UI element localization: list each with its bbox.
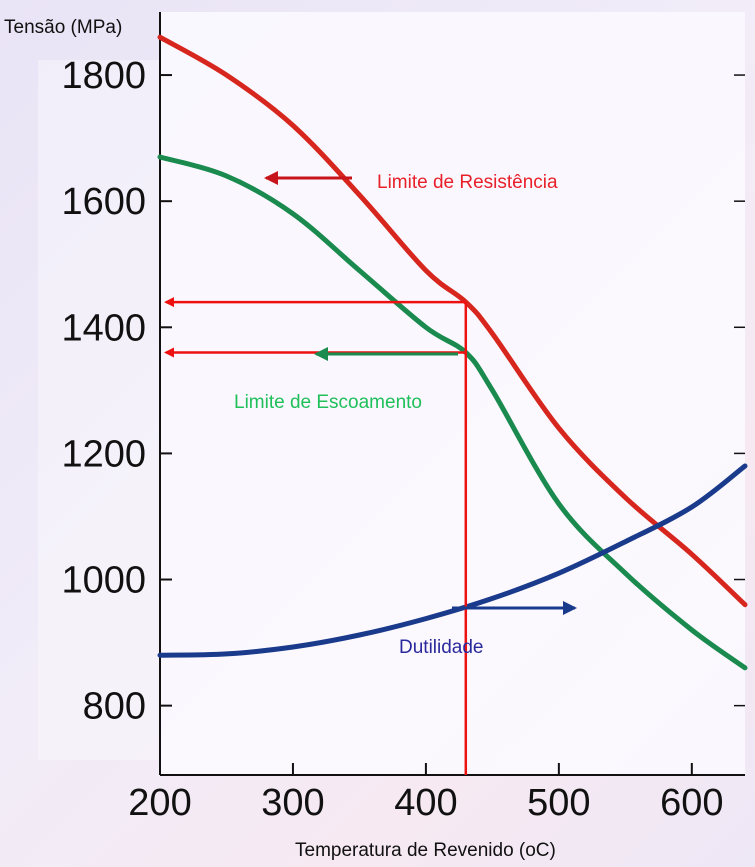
x-tick-label: 500: [527, 782, 590, 824]
annotation-dutilidade: Dutilidade: [399, 637, 484, 658]
plot-area: [160, 12, 745, 775]
x-tick-label: 200: [128, 782, 191, 824]
y-tick-label: 1600: [61, 181, 146, 223]
series-line-limite-escoamento: [157, 154, 748, 671]
right-edge-ticks: [734, 74, 745, 707]
y-tick-label: 800: [83, 686, 146, 728]
x-tick-label: 600: [660, 782, 723, 824]
x-ticks: 200 300 400 500 600: [128, 763, 724, 824]
y-tick-label: 1800: [61, 55, 146, 97]
annotation-limite-escoamento: Limite de Escoamento: [234, 392, 422, 413]
y-tick-label: 1000: [61, 560, 146, 602]
y-axis-title: Tensão (MPa): [4, 17, 122, 38]
label-panel-left: [38, 60, 160, 760]
y-tick-label: 1400: [61, 307, 146, 349]
x-tick-label: 300: [261, 782, 324, 824]
x-tick-label: 400: [394, 782, 457, 824]
y-ticks: 800 1000 1200 1400 1600 1800: [61, 55, 172, 728]
x-axis-title: Temperatura de Revenido (oC): [295, 840, 556, 861]
annotation-limite-resistencia: Limite de Resistência: [377, 172, 558, 193]
y-tick-label: 1200: [61, 433, 146, 475]
annotation-arrows: [264, 171, 577, 615]
